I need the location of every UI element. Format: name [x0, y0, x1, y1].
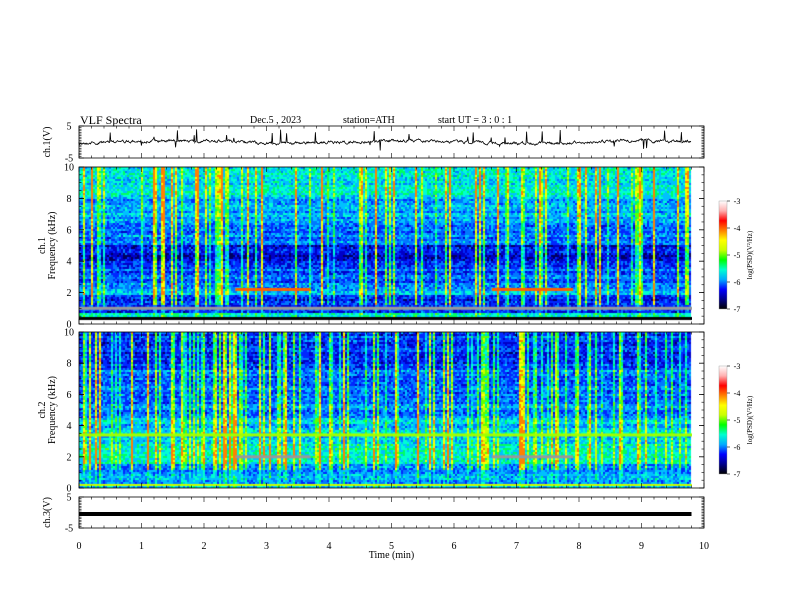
date-label: Dec.5 , 2023 — [250, 115, 302, 126]
y-tick-label: -5 — [65, 524, 73, 535]
colorbar-tick-label: -5 — [734, 251, 741, 260]
x-tick-label: 1 — [139, 541, 144, 552]
x-tick-label: 10 — [699, 541, 709, 552]
y-tick-label: 0 — [67, 484, 72, 495]
colorbar-label: log(PSD)(V²/Hz) — [746, 230, 754, 279]
spectrogram-canvas — [79, 332, 692, 488]
colorbar-tick-label: -4 — [734, 224, 741, 233]
y-axis-label: ch.2 — [37, 402, 48, 419]
y-axis-label: Frequency (kHz) — [47, 376, 58, 444]
x-tick-label: 2 — [202, 541, 207, 552]
y-tick-label: 6 — [67, 390, 72, 401]
y-tick-label: 6 — [67, 225, 72, 236]
y-tick-label: 8 — [67, 194, 72, 205]
colorbar-tick-label: -5 — [734, 416, 741, 425]
spectrogram-image — [79, 332, 692, 488]
x-tick-label: 0 — [77, 541, 82, 552]
y-tick-label: 2 — [67, 288, 72, 299]
station-label: station=ATH — [343, 115, 395, 126]
x-tick-label: 5 — [389, 541, 394, 552]
y-tick-label: 4 — [67, 257, 72, 268]
y-tick-label: 4 — [67, 421, 72, 432]
x-tick-label: 3 — [264, 541, 269, 552]
colorbar-label: log(PSD)(V²/Hz) — [746, 395, 754, 444]
y-tick-label: 5 — [67, 122, 72, 133]
x-tick-label: 6 — [452, 541, 457, 552]
spectrogram-canvas — [79, 167, 692, 324]
y-tick-label: -5 — [65, 154, 73, 165]
spectrogram-image — [79, 167, 692, 324]
y-axis-label: ch.1 — [37, 237, 48, 254]
colorbar — [718, 365, 728, 475]
colorbar-tick-label: -6 — [734, 443, 741, 452]
y-axis-label: ch.3(V) — [42, 497, 53, 528]
y-tick-label: 8 — [67, 359, 72, 370]
x-tick-label: 7 — [514, 541, 519, 552]
y-tick-label: 10 — [64, 328, 74, 339]
x-axis-label: Time (min) — [369, 550, 414, 561]
x-tick-label: 8 — [577, 541, 582, 552]
y-tick-label: 2 — [67, 452, 72, 463]
x-tick-label: 9 — [639, 541, 644, 552]
waveform-trace — [78, 129, 692, 151]
chart-title: VLF Spectra — [80, 113, 142, 127]
y-tick-label: 10 — [64, 163, 74, 174]
y-axis-label: ch.1(V) — [42, 127, 53, 158]
colorbar — [718, 200, 728, 310]
colorbar-tick-label: -3 — [734, 197, 741, 206]
y-tick-label: 0 — [67, 320, 72, 331]
colorbar-tick-label: -7 — [734, 305, 741, 314]
x-tick-label: 4 — [327, 541, 332, 552]
colorbar-tick-label: -6 — [734, 278, 741, 287]
y-tick-label: 5 — [67, 493, 72, 504]
colorbar-tick-label: -3 — [734, 362, 741, 371]
start-time-label: start UT = 3 : 0 : 1 — [438, 115, 513, 126]
colorbar-tick-label: -7 — [734, 470, 741, 479]
colorbar-tick-label: -4 — [734, 389, 741, 398]
y-axis-label: Frequency (kHz) — [47, 211, 58, 279]
